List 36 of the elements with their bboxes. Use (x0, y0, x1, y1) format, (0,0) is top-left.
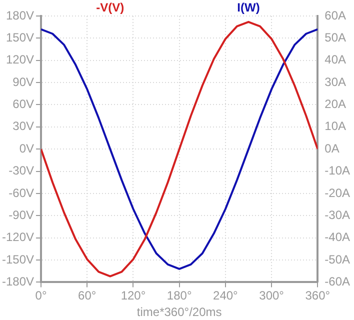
y2-tick-label: 0A (324, 141, 340, 156)
y-tick-label: 60V (12, 97, 34, 112)
y2-tick-label: 10A (324, 119, 346, 134)
x-tick-label: 60° (78, 288, 96, 303)
y-tick-label: 120V (6, 52, 34, 67)
y2-tick-label: -40A (324, 230, 350, 244)
y-tick-label: 0V (19, 141, 34, 156)
y-tick-label: 90V (12, 74, 34, 89)
x-tick-label: 180° (166, 288, 192, 303)
y2-tick-label: 30A (324, 74, 346, 89)
y2-tick-label: 50A (324, 30, 346, 44)
x-tick-label: 360° (305, 288, 330, 303)
y2-tick-label: -30A (324, 208, 350, 222)
y2-tick-label: 40A (324, 52, 346, 67)
y-tick-label: -180V (2, 274, 34, 289)
y-tick-label: 180V (6, 8, 34, 22)
y2-tick-label: -20A (324, 186, 350, 200)
y2-tick-label: 20A (324, 97, 346, 112)
y2-tick-label: -60A (324, 274, 350, 289)
x-axis-title: time*360°/20ms (136, 305, 222, 320)
x-tick-label: 120° (120, 288, 146, 303)
y2-tick-label: -50A (324, 252, 350, 266)
y-tick-label: -90V (8, 208, 34, 222)
y2-tick-label: 60A (324, 8, 346, 22)
y2-tick-label: -10A (324, 164, 350, 178)
x-tick-label: 240° (213, 288, 238, 303)
y-tick-label: 30V (12, 119, 34, 134)
y-tick-label: -60V (8, 186, 34, 200)
y-tick-label: -150V (2, 252, 34, 266)
x-tick-label: 300° (259, 288, 284, 303)
x-tick-label: 0° (35, 288, 47, 303)
y-tick-label: 150V (6, 30, 34, 44)
y-tick-label: -30V (8, 164, 34, 178)
y-tick-label: -120V (2, 230, 34, 244)
text: I(W) (237, 0, 260, 14)
text: -V(V) (96, 0, 124, 14)
